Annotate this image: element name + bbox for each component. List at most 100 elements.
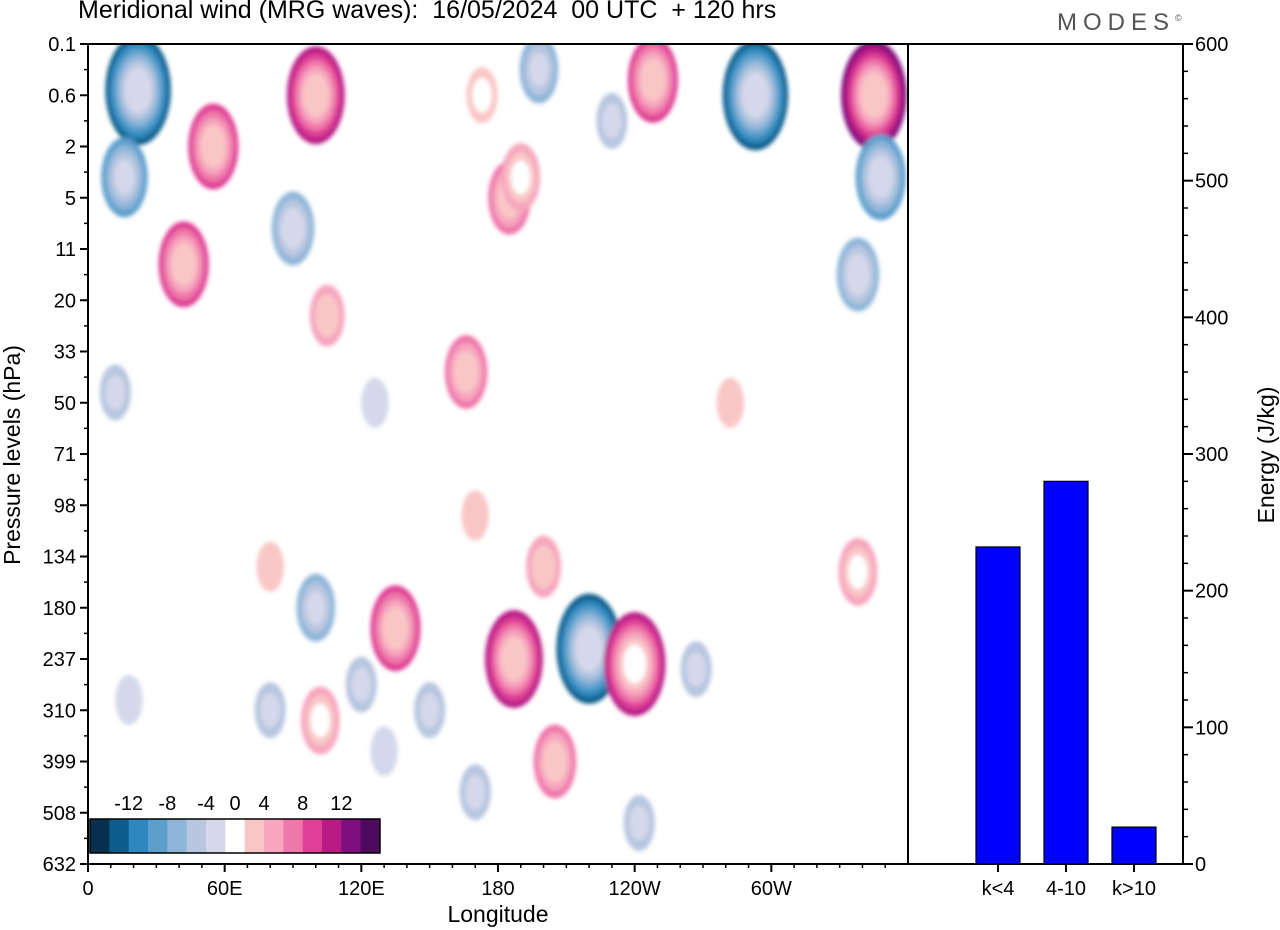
x-axis-label: Longitude	[447, 901, 548, 927]
y-tick-label: 20	[54, 290, 76, 312]
wind-anomaly-cell	[115, 675, 143, 725]
y-tick-label: 0.6	[48, 85, 76, 107]
colorbar-swatch	[90, 819, 110, 853]
y-tick-label: 0.1	[48, 34, 76, 56]
wind-anomaly-cell	[716, 377, 745, 428]
y-tick-label: 11	[55, 239, 76, 261]
energy-tick-label: 100	[1195, 717, 1228, 739]
wind-contour-band	[575, 625, 603, 673]
wind-contour-band	[171, 242, 197, 286]
colorbar-label: 8	[297, 793, 308, 815]
colorbar-swatch	[148, 819, 168, 853]
y-tick-label: 33	[54, 342, 76, 364]
energy-tick-label: 500	[1195, 171, 1228, 193]
y-tick-label: 237	[43, 649, 76, 671]
colorbar-swatch	[302, 819, 323, 853]
wind-contour-band	[629, 805, 649, 841]
wind-contour-band	[859, 71, 888, 119]
colorbar-label: -8	[158, 793, 176, 815]
x-tick-label: 0	[82, 878, 93, 900]
colorbar-swatch	[264, 819, 284, 853]
colorbar-swatch	[206, 819, 226, 853]
wind-contour-band	[640, 58, 666, 102]
energy-tick-label: 200	[1195, 581, 1228, 603]
wind-contour-band	[105, 375, 126, 410]
wind-contour-band	[124, 66, 152, 114]
colorbar-swatch	[283, 819, 304, 853]
energy-tick-label: 0	[1195, 854, 1206, 876]
x-tick-label: 120E	[338, 878, 385, 900]
wind-contour-band	[382, 606, 409, 650]
energy-tick-label: 600	[1195, 34, 1228, 56]
colorbar-swatch	[225, 819, 246, 853]
y-tick-label: 632	[43, 854, 76, 876]
wind-contour-band	[314, 293, 340, 338]
bar-category-label: k<4	[982, 878, 1015, 900]
brand-mark: ©	[1175, 13, 1182, 23]
colorbar-swatch	[244, 819, 265, 853]
wind-contour-band	[529, 52, 549, 87]
wind-contour-band	[260, 692, 280, 728]
brand-logo: MODES©	[1057, 9, 1182, 37]
wind-contour-band	[686, 651, 706, 687]
x-tick-label: 60E	[207, 878, 243, 900]
colorbar-swatch	[109, 819, 130, 853]
colorbar-swatch	[322, 819, 342, 853]
colorbar-swatch	[360, 819, 381, 853]
colorbar-label: -4	[197, 793, 215, 815]
colorbar-swatch	[186, 819, 207, 853]
y-tick-label: 180	[43, 598, 76, 620]
wind-contour-band	[845, 253, 871, 296]
wind-contour-band	[310, 703, 331, 738]
y-tick-label: 71	[54, 444, 76, 466]
y-tick-label: 98	[54, 495, 76, 517]
bar-category-label: k>10	[1112, 878, 1156, 900]
colorbar-label: 0	[229, 793, 240, 815]
wind-contour-band	[602, 103, 622, 139]
energy-axis-label: Energy (J/kg)	[1253, 387, 1279, 524]
colorbar-label: 4	[258, 793, 269, 815]
wind-contour-band	[419, 692, 440, 728]
x-tick-label: 180	[481, 878, 514, 900]
wind-contour-band	[472, 77, 492, 113]
wind-contour-band	[114, 159, 135, 195]
y-tick-label: 50	[54, 393, 76, 415]
energy-bar	[1111, 826, 1157, 865]
energy-tick-label: 400	[1195, 307, 1228, 329]
wind-contour-band	[302, 72, 329, 118]
energy-bar	[1043, 480, 1089, 865]
colorbar-label: -12	[114, 793, 143, 815]
wind-contour-band	[200, 125, 226, 168]
wind-contour-band	[741, 71, 770, 119]
brand-name: MODES	[1057, 9, 1176, 36]
energy-axes: k<4 4-10 k>10 0 100 200 300 400 500 600	[982, 34, 1229, 900]
wind-anomaly-cell	[256, 541, 284, 592]
wind-anomaly-cell	[370, 726, 398, 777]
colorbar-swatch	[128, 819, 149, 853]
x-tick-label: 60W	[751, 878, 792, 900]
wind-contour-band	[848, 554, 868, 589]
wind-contour-band	[465, 774, 485, 810]
energy-tick-label: 300	[1195, 444, 1228, 466]
heatmap-axes: 0.1 0.6 2 5 11 20 33 50 71 98 134 180 237 310 399 508 63…	[43, 34, 886, 900]
x-tick-label: 120W	[609, 878, 661, 900]
wind-contour-band	[500, 636, 528, 682]
wind-field	[99, 44, 907, 851]
energy-bars	[975, 480, 1157, 865]
wind-contour-band	[453, 350, 479, 394]
chart-title: Meridional wind (MRG waves): 16/05/2024 …	[78, 0, 777, 24]
wind-contour-band	[542, 740, 568, 783]
wind-contour-band	[511, 160, 531, 195]
colorbar: -12 -8 -4 0 4 8 12	[89, 793, 381, 854]
y-tick-label: 2	[65, 137, 76, 159]
wind-contour-band	[306, 590, 326, 625]
colorbar-swatch	[167, 819, 188, 853]
y-tick-label: 399	[43, 752, 76, 774]
wind-contour-band	[351, 667, 372, 703]
wind-contour-band	[280, 207, 306, 250]
colorbar-label: 12	[330, 793, 352, 815]
wind-anomaly-cell	[461, 490, 489, 541]
y-tick-label: 134	[43, 547, 76, 569]
y-tick-label: 508	[43, 803, 76, 825]
